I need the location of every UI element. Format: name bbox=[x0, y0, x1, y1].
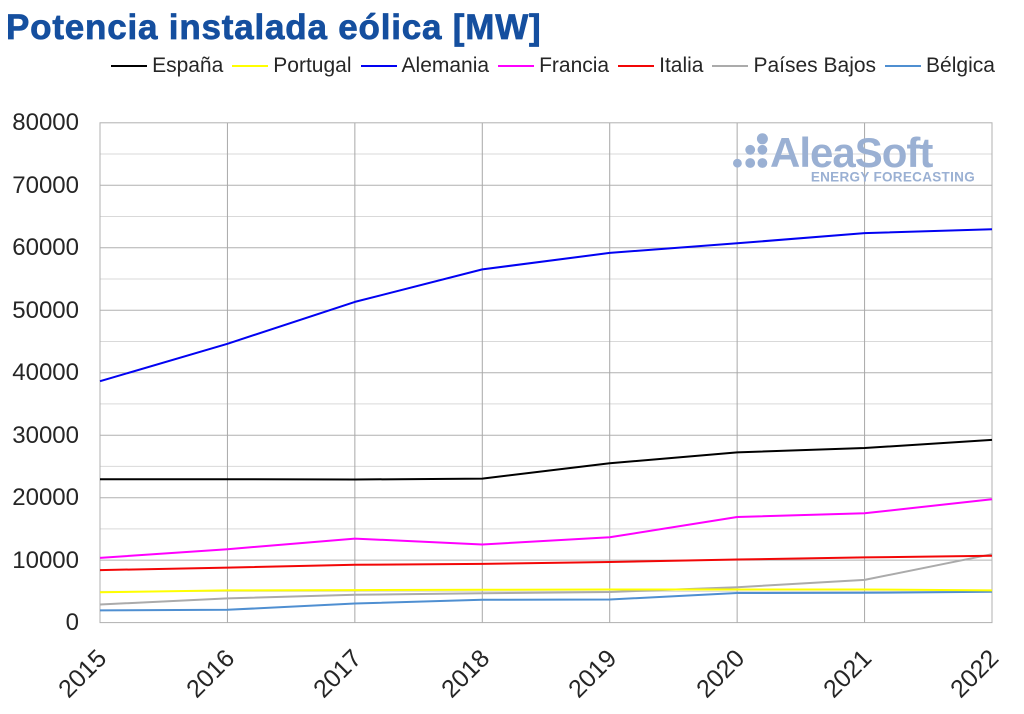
svg-text:ENERGY FORECASTING: ENERGY FORECASTING bbox=[811, 170, 975, 185]
svg-text:AleaSoft: AleaSoft bbox=[770, 129, 933, 176]
